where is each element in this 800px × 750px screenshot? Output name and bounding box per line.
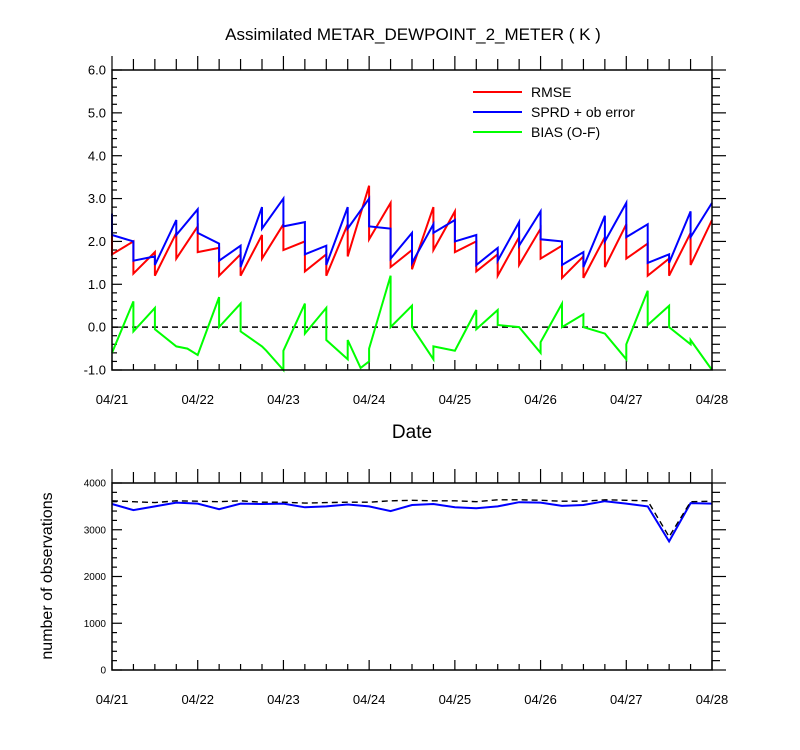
top-y-tick-label: 2.0 [88, 234, 106, 249]
bottom-axis-labels: 0 1000 2000 3000 4000 04/21 04/22 04/23 04/24 04/… [84, 479, 729, 708]
bottom-y-tick-label: 3000 [84, 525, 107, 536]
top-y-tick-label: 4.0 [88, 148, 106, 163]
top-y-tick-label: -1.0 [84, 363, 106, 378]
bottom-y-tick-label: 4000 [84, 479, 107, 490]
legend-label-rmse: RMSE [531, 84, 571, 100]
top-series-sprd-ob-error [111, 195, 713, 268]
legend-label-sprd: SPRD + ob error [531, 104, 635, 120]
top-x-tick-label: 04/25 [439, 392, 472, 407]
y-axis-label-observations: number of observations [39, 492, 56, 659]
legend-label-bias: BIAS (O-F) [531, 124, 600, 140]
top-x-tick-label: 04/24 [353, 392, 386, 407]
bottom-x-tick-label: 04/25 [439, 692, 472, 707]
bottom-series-observations-assimilated [111, 500, 713, 544]
bottom-x-tick-label: 04/26 [524, 692, 557, 707]
bottom-x-tick-label: 04/22 [181, 692, 214, 707]
top-plot-frame [111, 69, 713, 371]
top-y-tick-label: 1.0 [88, 277, 106, 292]
bottom-plot-lines [111, 499, 713, 544]
bottom-x-tick-label: 04/23 [267, 692, 300, 707]
top-y-tick-label: 0.0 [88, 320, 106, 335]
bottom-x-tick-label: 04/24 [353, 692, 386, 707]
top-x-tick-label: 04/22 [181, 392, 214, 407]
top-x-tick-label: 04/26 [524, 392, 557, 407]
top-series-bias-o-f [111, 275, 713, 373]
top-y-tick-label: 6.0 [88, 63, 106, 78]
bottom-y-tick-label: 0 [100, 666, 106, 677]
top-x-tick-label: 04/23 [267, 392, 300, 407]
bottom-axis-ticks [111, 469, 726, 671]
bottom-plot-frame [111, 482, 713, 671]
top-y-tick-label: 5.0 [88, 105, 106, 120]
bottom-series-observations-possible [111, 499, 713, 539]
bottom-x-tick-label: 04/21 [96, 692, 129, 707]
bottom-x-tick-label: 04/28 [696, 692, 729, 707]
bottom-y-tick-label: 1000 [84, 619, 107, 630]
bottom-y-tick-label: 2000 [84, 572, 107, 583]
top-x-tick-label: 04/27 [610, 392, 643, 407]
top-x-tick-label: 04/21 [96, 392, 129, 407]
legend: RMSE SPRD + ob error BIAS (O-F) [473, 84, 635, 140]
chart-title: Assimilated METAR_DEWPOINT_2_METER ( K ) [225, 25, 601, 44]
top-y-tick-label: 3.0 [88, 191, 106, 206]
top-plot-lines [111, 185, 713, 373]
top-x-tick-label: 04/28 [696, 392, 729, 407]
x-axis-label: Date [392, 422, 432, 443]
top-axis-labels: -1.0 0.0 1.0 2.0 3.0 4.0 5.0 6.0 04/21 04/22 04/23… [84, 63, 729, 407]
top-axis-ticks [111, 56, 726, 371]
bottom-x-tick-label: 04/27 [610, 692, 643, 707]
